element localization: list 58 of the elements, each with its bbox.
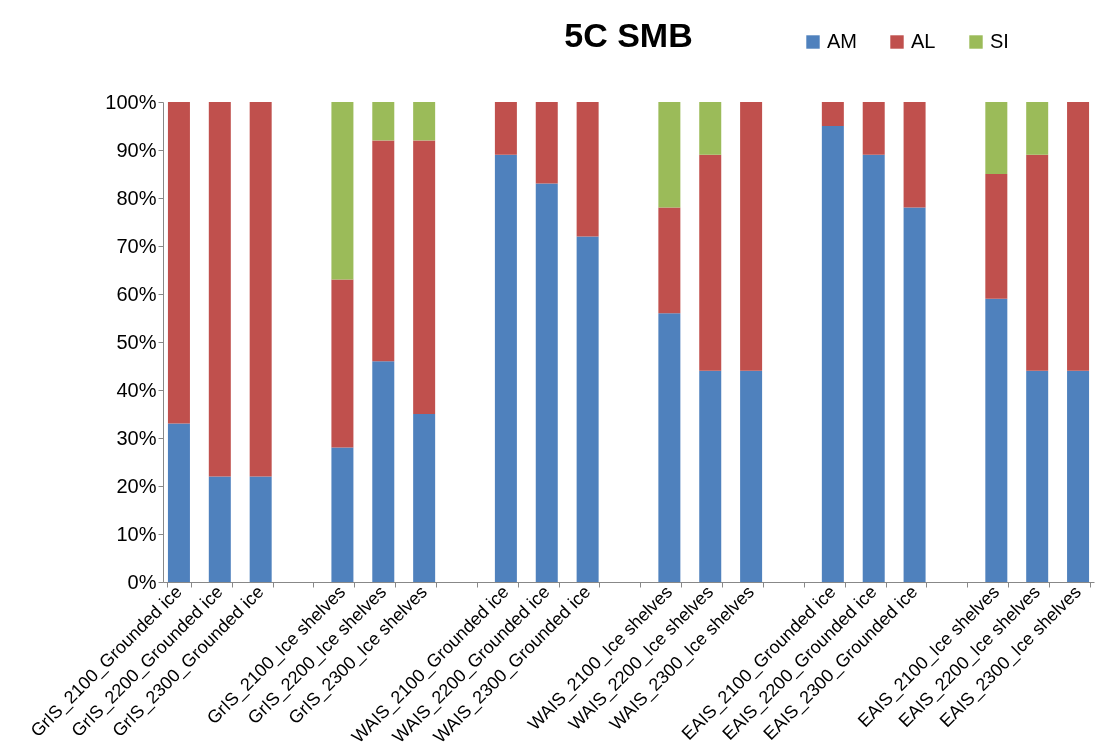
- y-tick-label: 20%: [116, 474, 157, 497]
- bar: [1067, 102, 1090, 371]
- bar: [740, 370, 763, 582]
- bar: [658, 207, 681, 314]
- bar: [699, 370, 722, 582]
- bar: [208, 476, 231, 582]
- y-tick-label: 50%: [116, 330, 157, 353]
- bar: [249, 102, 272, 477]
- bar: [985, 102, 1008, 174]
- bar: [535, 102, 558, 184]
- bar: [372, 361, 395, 582]
- bar: [699, 154, 722, 371]
- y-tick-label: 60%: [116, 282, 157, 305]
- bar: [1026, 102, 1049, 155]
- bar: [576, 102, 599, 237]
- bar: [821, 126, 844, 582]
- bar: [1067, 370, 1090, 582]
- bar: [413, 102, 436, 141]
- chart-title: 5C SMB: [564, 16, 693, 54]
- bar: [167, 423, 190, 582]
- bar: [494, 102, 517, 155]
- bar: [903, 207, 926, 582]
- y-tick-label: 100%: [105, 90, 157, 113]
- y-tick-label: 40%: [116, 378, 157, 401]
- bar: [372, 140, 395, 362]
- bar: [208, 102, 231, 477]
- bar: [167, 102, 190, 424]
- bar: [249, 476, 272, 582]
- bar: [331, 102, 354, 280]
- y-tick-label: 30%: [116, 426, 157, 449]
- bar: [372, 102, 395, 141]
- bar: [985, 174, 1008, 299]
- bar: [699, 102, 722, 155]
- y-tick-label: 10%: [116, 522, 157, 545]
- legend-label: SI: [990, 30, 1009, 52]
- bar: [658, 313, 681, 582]
- bar: [740, 102, 763, 371]
- bar: [331, 279, 354, 448]
- bar: [413, 414, 436, 582]
- legend-label: AL: [911, 30, 936, 52]
- y-tick-label: 80%: [116, 186, 157, 209]
- bar: [862, 154, 885, 582]
- bar: [331, 447, 354, 582]
- legend-label: AM: [827, 30, 857, 52]
- bar: [862, 102, 885, 155]
- bar: [535, 183, 558, 582]
- y-tick-label: 0%: [127, 570, 157, 593]
- bar: [658, 102, 681, 208]
- bar: [494, 154, 517, 582]
- y-tick-label: 70%: [116, 234, 157, 257]
- bar: [576, 236, 599, 582]
- bar: [1026, 370, 1049, 582]
- bar: [413, 140, 436, 414]
- bar: [985, 298, 1008, 582]
- bar: [903, 102, 926, 208]
- y-tick-label: 90%: [116, 138, 157, 161]
- bar: [1026, 154, 1049, 371]
- bar: [821, 102, 844, 126]
